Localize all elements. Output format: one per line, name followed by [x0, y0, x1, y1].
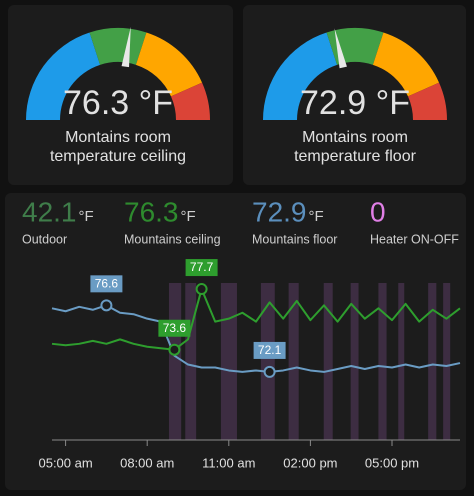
- entity-value: 42.1: [22, 196, 77, 227]
- entity-value: 0: [370, 196, 386, 227]
- label-box: [185, 259, 218, 277]
- heater-on-band: [288, 283, 299, 440]
- heater-on-band: [443, 283, 451, 440]
- point-marker: [100, 299, 113, 312]
- gauge-value: 72.9 °F: [300, 84, 410, 122]
- label-box: [90, 275, 123, 293]
- entity-value: 76.3: [124, 196, 179, 227]
- gauge-band: [26, 32, 101, 120]
- entity-name: Outdoor: [22, 232, 67, 246]
- entity-unit: °F: [181, 208, 196, 225]
- series-line: [51, 304, 461, 373]
- label-box: [253, 341, 286, 359]
- gauge-title: Montains room temperature ceiling: [49, 129, 187, 165]
- gauge-title: Montains room temperature floor: [294, 129, 416, 165]
- heater-on-band: [350, 283, 359, 440]
- data-label: 72.1: [258, 343, 282, 357]
- data-label: 77.7: [190, 260, 214, 274]
- gauge-band: [263, 32, 338, 120]
- point-marker: [195, 283, 208, 296]
- gauge-band: [407, 82, 447, 120]
- x-tick-label: 02:00 pm: [283, 455, 337, 470]
- x-tick-label: 05:00 pm: [365, 455, 419, 470]
- heater-on-band: [378, 283, 387, 440]
- series-line: [51, 288, 461, 351]
- heater-on-band: [168, 283, 182, 440]
- entity-name: Mountains floor: [252, 232, 337, 246]
- point-marker: [168, 343, 181, 356]
- data-label: 76.6: [95, 277, 119, 291]
- gauge-band: [135, 32, 203, 97]
- data-label: 73.6: [163, 321, 187, 335]
- entity-name: Mountains ceiling: [124, 232, 221, 246]
- heater-on-band: [398, 283, 405, 440]
- heater-on-band: [260, 283, 275, 440]
- point-marker: [263, 365, 276, 378]
- entity-unit: °F: [309, 208, 324, 225]
- gauge-value: 76.3 °F: [63, 84, 173, 122]
- gauge-band: [372, 32, 440, 97]
- x-tick-label: 05:00 am: [38, 455, 92, 470]
- entity-name: Heater ON-OFF: [370, 232, 459, 246]
- gauge-band: [170, 82, 210, 120]
- heater-on-band: [428, 283, 437, 440]
- gauge-band: [89, 28, 147, 65]
- heater-on-band: [323, 283, 333, 440]
- heater-on-band: [185, 283, 197, 440]
- x-tick-label: 11:00 am: [202, 455, 255, 470]
- gauge-needle: [334, 28, 347, 69]
- gauge-needle: [121, 26, 131, 68]
- label-box: [158, 319, 191, 337]
- heater-on-band: [220, 283, 237, 440]
- entity-unit: °F: [79, 208, 94, 225]
- x-tick-label: 08:00 am: [120, 455, 174, 470]
- entity-value: 72.9: [252, 196, 307, 227]
